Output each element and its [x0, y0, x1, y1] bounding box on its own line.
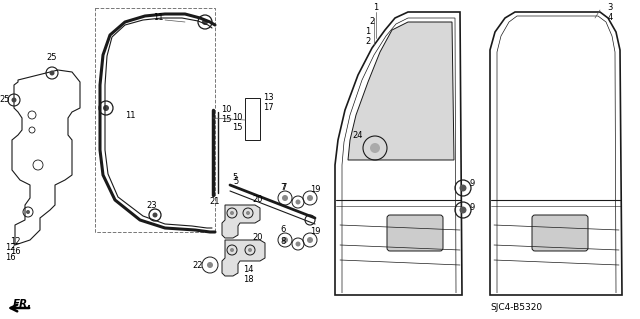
Text: 12: 12 — [10, 238, 20, 247]
Text: SJC4-B5320: SJC4-B5320 — [490, 303, 542, 313]
Text: 20: 20 — [253, 196, 263, 204]
FancyBboxPatch shape — [387, 215, 443, 251]
Circle shape — [49, 70, 54, 76]
Text: 2: 2 — [369, 18, 374, 26]
Circle shape — [307, 195, 313, 201]
Text: 16: 16 — [5, 253, 15, 262]
Circle shape — [202, 19, 208, 25]
Circle shape — [296, 199, 301, 204]
Text: 16: 16 — [10, 248, 20, 256]
Text: 4: 4 — [607, 13, 612, 23]
Circle shape — [282, 195, 288, 201]
Text: 11: 11 — [153, 13, 163, 23]
Circle shape — [296, 241, 301, 247]
Circle shape — [460, 206, 467, 213]
Text: 13: 13 — [262, 93, 273, 102]
Text: 23: 23 — [147, 201, 157, 210]
Circle shape — [103, 105, 109, 111]
Text: 2: 2 — [365, 38, 371, 47]
Text: 3: 3 — [607, 4, 612, 12]
Text: 1: 1 — [373, 4, 379, 12]
Text: 10: 10 — [221, 106, 231, 115]
Text: 8: 8 — [280, 238, 285, 247]
Text: 22: 22 — [193, 261, 204, 270]
Text: 21: 21 — [210, 197, 220, 206]
Polygon shape — [222, 240, 265, 276]
Circle shape — [230, 211, 234, 215]
Circle shape — [460, 184, 467, 191]
Circle shape — [207, 262, 213, 268]
Circle shape — [152, 212, 157, 218]
Text: 15: 15 — [232, 123, 243, 132]
FancyBboxPatch shape — [532, 215, 588, 251]
Text: 25: 25 — [47, 54, 57, 63]
Circle shape — [12, 98, 17, 102]
Text: 24: 24 — [353, 130, 364, 139]
Text: 17: 17 — [262, 103, 273, 113]
Text: 19: 19 — [310, 227, 320, 236]
Circle shape — [26, 210, 30, 214]
Text: 9: 9 — [469, 179, 475, 188]
Circle shape — [248, 248, 252, 252]
Text: 6: 6 — [280, 226, 285, 234]
Circle shape — [230, 248, 234, 252]
Circle shape — [307, 237, 313, 243]
Text: 9: 9 — [469, 204, 475, 212]
Text: 5: 5 — [232, 174, 237, 182]
Text: 25: 25 — [0, 95, 10, 105]
Text: 20: 20 — [253, 233, 263, 241]
Text: 12: 12 — [5, 242, 15, 251]
Text: 11: 11 — [125, 110, 135, 120]
Text: 7: 7 — [282, 182, 287, 191]
Text: 19: 19 — [310, 186, 320, 195]
Circle shape — [370, 143, 380, 153]
Circle shape — [246, 211, 250, 215]
Text: 18: 18 — [243, 276, 253, 285]
Text: 10: 10 — [232, 114, 243, 122]
Polygon shape — [222, 205, 260, 238]
Text: 14: 14 — [243, 265, 253, 275]
Text: 1: 1 — [365, 27, 371, 36]
Text: FR.: FR. — [12, 299, 32, 309]
Text: 15: 15 — [221, 115, 231, 124]
Circle shape — [282, 237, 288, 243]
Text: 5: 5 — [234, 177, 239, 187]
Text: 7: 7 — [280, 183, 285, 192]
Polygon shape — [348, 22, 454, 160]
